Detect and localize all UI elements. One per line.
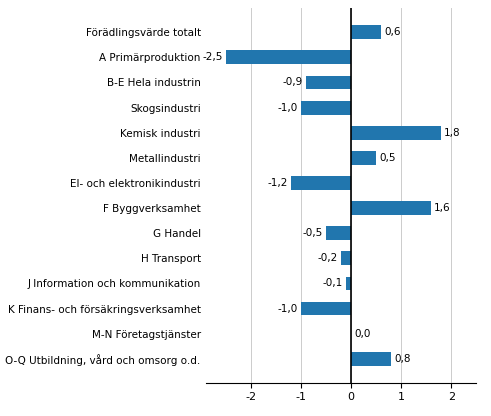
Bar [341, 251, 351, 265]
Text: -2,5: -2,5 [203, 52, 223, 62]
Bar [226, 50, 351, 64]
Text: -1,0: -1,0 [278, 103, 298, 113]
Bar [351, 151, 376, 165]
Text: 0,0: 0,0 [354, 329, 371, 339]
Text: -0,9: -0,9 [283, 77, 303, 87]
Bar [351, 25, 381, 39]
Text: 0,5: 0,5 [379, 153, 396, 163]
Bar [291, 176, 351, 190]
Text: -0,5: -0,5 [303, 228, 323, 238]
Bar [306, 76, 351, 89]
Bar [346, 277, 351, 290]
Text: 1,6: 1,6 [434, 203, 451, 213]
Text: -0,1: -0,1 [323, 278, 343, 288]
Bar [301, 302, 351, 315]
Text: 0,6: 0,6 [384, 27, 401, 37]
Text: 0,8: 0,8 [394, 354, 411, 364]
Text: -1,0: -1,0 [278, 304, 298, 314]
Text: -0,2: -0,2 [318, 253, 338, 263]
Bar [351, 201, 431, 215]
Text: -1,2: -1,2 [268, 178, 288, 188]
Text: 1,8: 1,8 [444, 128, 461, 138]
Bar [301, 101, 351, 114]
Bar [351, 352, 391, 366]
Bar [326, 226, 351, 240]
Bar [351, 126, 441, 140]
